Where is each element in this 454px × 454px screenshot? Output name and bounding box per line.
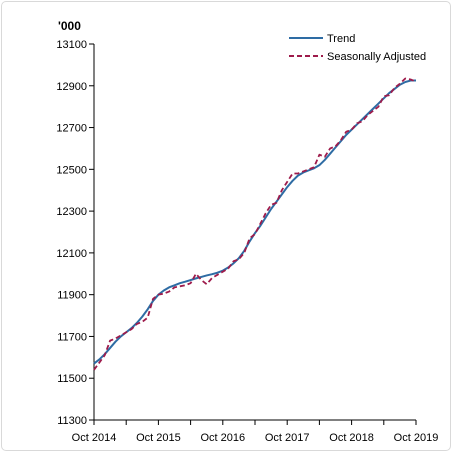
y-axis: 11300 11500 11700 11900 12100 12300 12500 12700… xyxy=(56,39,95,427)
y-unit-label: '000 xyxy=(58,19,81,33)
x-tick-label: Oct 2018 xyxy=(329,432,374,444)
seasonally-adjusted-line xyxy=(93,77,417,371)
y-tick-label: 12900 xyxy=(56,81,87,93)
y-tick-label: 12300 xyxy=(56,206,87,218)
trend-line xyxy=(93,79,416,365)
y-tick-label: 12700 xyxy=(56,123,87,135)
x-tick-label: Oct 2014 xyxy=(72,432,117,444)
x-tick-label: Oct 2019 xyxy=(394,432,439,444)
x-axis: Oct 2014 Oct 2015 Oct 2016 Oct 2017 Oct 2018… xyxy=(72,419,439,444)
x-tick-label: Oct 2015 xyxy=(136,432,181,444)
y-tick-label: 11900 xyxy=(57,290,87,302)
y-tick-label: 11500 xyxy=(57,373,87,385)
legend-label: Seasonally Adjusted xyxy=(327,51,426,63)
y-tick-label: 13100 xyxy=(56,39,87,51)
y-tick-label: 12500 xyxy=(56,164,87,176)
y-tick-label: 11300 xyxy=(57,415,87,427)
legend: Trend Seasonally Adjusted xyxy=(289,33,426,63)
y-tick-label: 11700 xyxy=(57,331,87,343)
x-tick-label: Oct 2017 xyxy=(265,432,310,444)
legend-label: Trend xyxy=(327,33,355,45)
x-tick-label: Oct 2016 xyxy=(200,432,245,444)
series-group xyxy=(93,77,417,371)
y-tick-label: 12100 xyxy=(56,248,87,260)
